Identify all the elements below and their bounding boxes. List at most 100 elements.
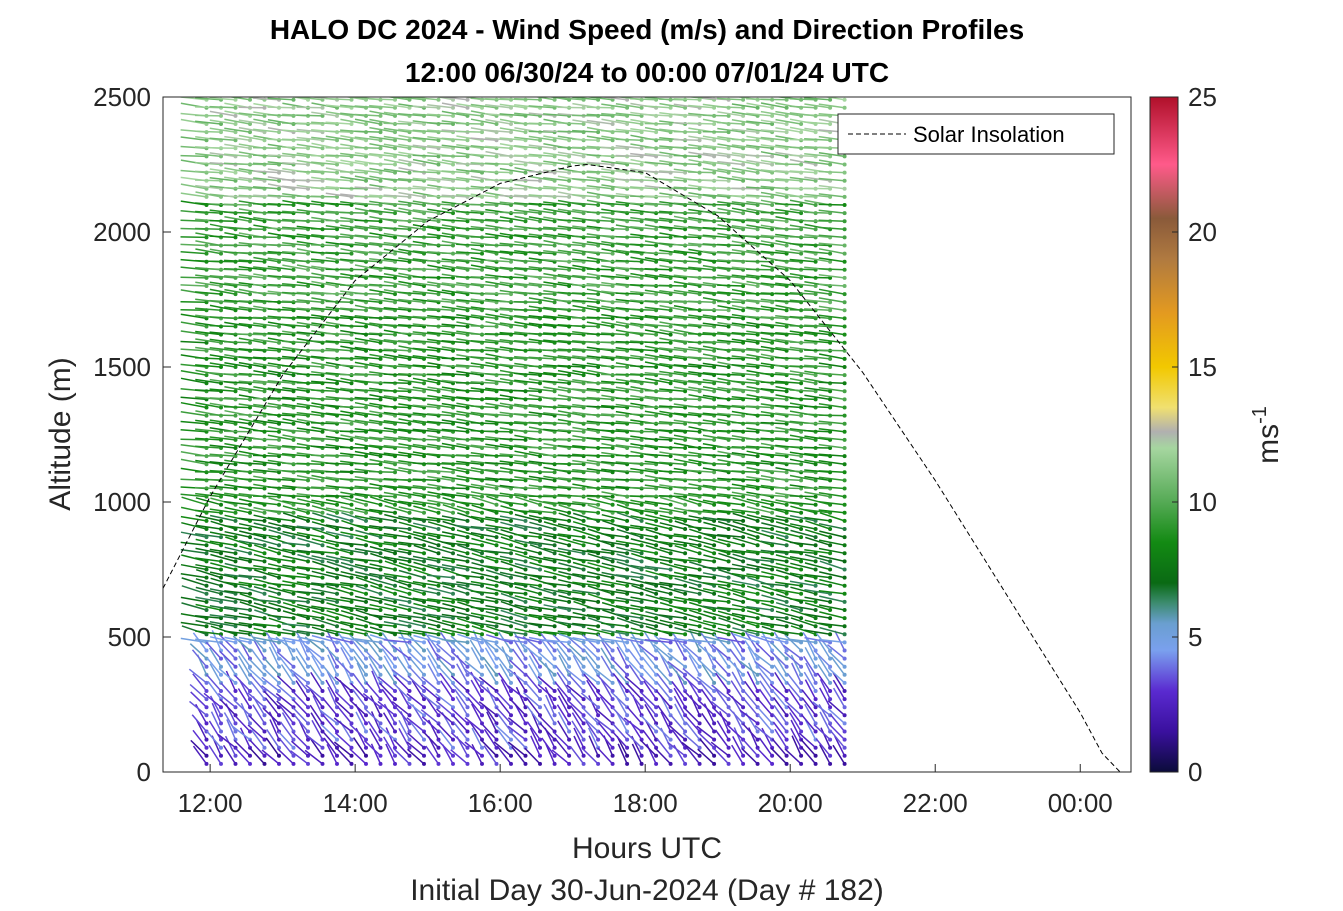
wind-barb-head (451, 591, 455, 596)
wind-barb-head (262, 478, 267, 483)
wind-barb (206, 730, 222, 749)
wind-barb (253, 522, 280, 530)
wind-barb-head (422, 761, 426, 766)
wind-barb-head (364, 575, 368, 580)
wind-barb (226, 719, 237, 740)
wind-barb-head (509, 737, 513, 742)
wind-barb-head (407, 705, 412, 710)
wind-barb-head (378, 462, 383, 467)
wind-barb-head (480, 178, 484, 183)
wind-barb (586, 446, 613, 449)
wind-barb-head (567, 680, 572, 685)
wind-barb (322, 665, 338, 684)
wind-barb (441, 252, 468, 255)
wind-barb-head (538, 502, 542, 507)
wind-barb-head (552, 300, 557, 305)
wind-barb-head (552, 753, 557, 758)
wind-barb (586, 454, 613, 457)
wind-barb-head (248, 729, 252, 734)
wind-barb (238, 185, 265, 190)
wind-barb (253, 170, 280, 174)
wind-barb-head (552, 510, 557, 515)
wind-barb (219, 634, 237, 652)
wind-barb (311, 371, 338, 376)
wind-barb-head (393, 583, 397, 588)
wind-barb (209, 260, 236, 263)
wind-barb-head (451, 737, 455, 742)
wind-barb-head (349, 616, 354, 621)
wind-barb (268, 646, 280, 668)
wind-barb-head (262, 105, 267, 110)
wind-barb-head (277, 559, 281, 564)
wind-barb-head (494, 154, 499, 159)
wind-barb (586, 106, 613, 109)
wind-barb-head (204, 608, 209, 612)
wind-barb-head (262, 219, 267, 224)
wind-barb (333, 717, 352, 733)
wind-barb-head (436, 381, 441, 386)
wind-barb (276, 700, 294, 716)
wind-barb-head (204, 575, 209, 580)
wind-barb-head (204, 413, 209, 418)
wind-barb (296, 219, 323, 222)
wind-barb-head (277, 697, 281, 702)
wind-barb (586, 211, 613, 214)
wind-barb-head (581, 761, 586, 766)
wind-barb (224, 605, 251, 611)
wind-barb (252, 162, 280, 166)
wind-barb-head (596, 292, 601, 297)
wind-barb (223, 373, 251, 376)
wind-barb (223, 203, 251, 206)
wind-barb-head (306, 356, 310, 361)
wind-barb-head (480, 632, 484, 637)
wind-barb-head (248, 616, 252, 621)
wind-barb (253, 291, 280, 295)
plot-area (163, 97, 1131, 772)
wind-barb (249, 633, 266, 651)
wind-barb (267, 113, 294, 117)
wind-barb (253, 370, 280, 376)
wind-barb (224, 176, 251, 182)
wind-barb-head (378, 113, 383, 118)
wind-barb-head (262, 567, 267, 572)
wind-barb-head (509, 761, 513, 766)
wind-barb (296, 373, 323, 376)
wind-barb (296, 603, 323, 611)
wind-barb-head (567, 713, 572, 718)
wind-barb (195, 191, 222, 198)
wind-barb-head (219, 429, 223, 434)
wind-barb-head (407, 689, 412, 693)
wind-barb-head (465, 745, 470, 750)
wind-barb (223, 712, 237, 732)
wind-barb-head (335, 259, 339, 264)
wind-barb-head (639, 761, 644, 766)
wind-barb-head (262, 389, 267, 394)
wind-barb-head (291, 502, 296, 507)
wind-barb (383, 122, 410, 125)
wind-barb (209, 97, 236, 101)
wind-barb-head (233, 567, 238, 572)
wind-barb-head (349, 437, 354, 442)
wind-barb (224, 321, 251, 328)
wind-barb (194, 170, 222, 174)
wind-barb-head (291, 745, 296, 750)
wind-barb-head (291, 373, 296, 378)
wind-barb (267, 402, 294, 409)
wind-barb (223, 406, 251, 409)
wind-barb (326, 545, 352, 555)
wind-barb-head (291, 761, 296, 766)
wind-barb-head (262, 122, 267, 126)
wind-barb (180, 236, 207, 239)
wind-barb-head (422, 543, 426, 548)
wind-barb-head (625, 599, 630, 604)
wind-barb-head (378, 413, 383, 418)
wind-barb (180, 154, 207, 158)
wind-barb (267, 357, 294, 360)
wind-barb-head (451, 446, 455, 450)
wind-barb-head (219, 292, 223, 297)
wind-barb (282, 512, 309, 522)
wind-barb (180, 478, 207, 482)
wind-barb-head (364, 543, 368, 548)
wind-barb-head (509, 518, 513, 523)
wind-barb-head (335, 575, 339, 580)
